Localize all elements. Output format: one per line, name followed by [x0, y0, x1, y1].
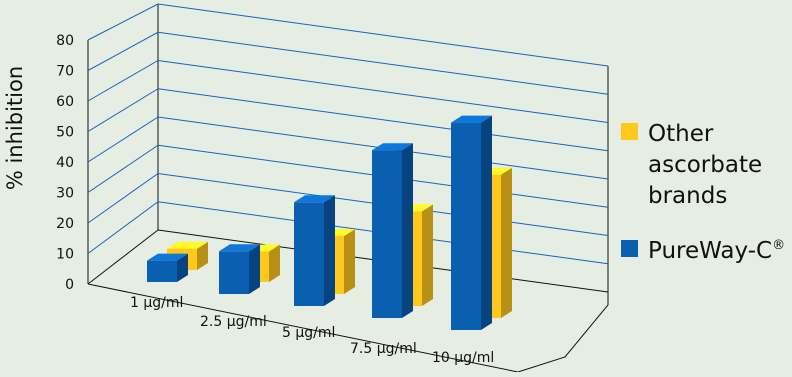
gridline-side: [87, 144, 159, 193]
bar-side-face: [344, 229, 355, 294]
y-tick-label: 50: [56, 125, 74, 141]
bar-side-face: [177, 253, 188, 282]
bar-top-face: [167, 241, 208, 249]
x-tick-labels: 1 µg/ml 2.5 µg/ml 5 µg/ml 7.5 µg/ml 10 µg/ml: [130, 295, 494, 366]
legend-item-pureway-c: PureWay-C®: [621, 238, 785, 264]
bar-pureway-c: [294, 195, 335, 306]
y-tick-label: 30: [56, 186, 74, 202]
bar-front-face: [294, 202, 324, 306]
gridline: [157, 3, 609, 67]
bar-pureway-c: [451, 115, 492, 330]
y-axis-label: % inhibition: [3, 66, 27, 190]
gridlines: [87, 3, 609, 265]
bar-side-face: [501, 167, 512, 318]
bars: [147, 115, 512, 330]
bar-top-face: [294, 195, 335, 203]
bar-front-face: [219, 251, 249, 294]
x-tick-label: 10 µg/ml: [432, 350, 494, 366]
x-tick-label: 1 µg/ml: [130, 295, 183, 311]
bar-top-face: [451, 115, 492, 123]
gridline: [157, 88, 609, 152]
bar-top-face: [219, 244, 260, 252]
y-tick-label: 70: [56, 64, 74, 80]
bar-front-face: [147, 260, 177, 282]
bar-side-face: [269, 244, 280, 282]
gridline-side: [87, 116, 159, 163]
bar-top-face: [147, 253, 188, 261]
bar-side-face: [481, 115, 492, 330]
chart-axes: [87, 4, 609, 373]
x-tick-label: 2.5 µg/ml: [200, 314, 267, 330]
y-tick-label: 60: [56, 94, 74, 110]
floor-left-edge: [87, 229, 159, 285]
y-tick-label: 40: [56, 155, 74, 171]
bar-side-face: [422, 204, 433, 306]
legend-label: brands: [648, 183, 727, 209]
gridline-side: [87, 60, 159, 102]
gridline-side: [87, 3, 159, 41]
legend-item-other-brands: Other ascorbate brands: [621, 121, 762, 209]
legend: Other ascorbate brands PureWay-C®: [621, 121, 785, 264]
legend-label: ascorbate: [648, 152, 762, 178]
x-tick-label: 7.5 µg/ml: [350, 341, 417, 357]
floor-front-edge: [87, 283, 609, 373]
bar-pureway-c: [372, 143, 413, 318]
gridline: [157, 60, 609, 123]
bar-side-face: [402, 143, 413, 318]
y-tick-label: 0: [65, 277, 74, 293]
bar-pureway-c: [219, 244, 260, 294]
gridline-side: [87, 201, 159, 254]
gridline-side: [87, 31, 159, 71]
legend-label: Other: [648, 121, 714, 147]
bar-front-face: [372, 150, 402, 318]
y-tick-labels: 0 10 20 30 40 50 60 70 80: [56, 33, 74, 293]
legend-label: PureWay-C®: [648, 238, 785, 264]
y-tick-label: 80: [56, 33, 74, 49]
legend-swatch: [621, 123, 638, 140]
x-tick-label: 5 µg/ml: [282, 325, 335, 341]
gridline-side: [87, 88, 159, 132]
bar-front-face: [451, 122, 481, 330]
bar-pureway-c: [147, 253, 188, 282]
gridline-side: [87, 173, 159, 224]
bar-side-face: [249, 244, 260, 294]
bar-top-face: [372, 143, 413, 151]
gridline: [157, 31, 609, 95]
y-tick-label: 10: [56, 247, 74, 263]
y-tick-label: 20: [56, 216, 74, 232]
legend-swatch: [621, 240, 638, 257]
bar-side-face: [324, 195, 335, 306]
bar-side-face: [197, 241, 208, 270]
